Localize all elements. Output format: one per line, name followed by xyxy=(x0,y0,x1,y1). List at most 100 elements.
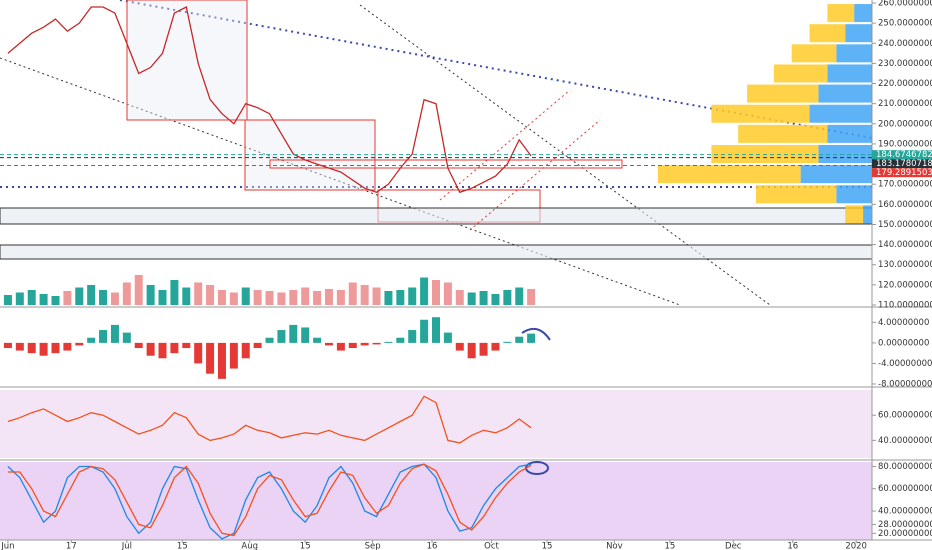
bar xyxy=(158,342,167,359)
bar xyxy=(289,324,298,343)
bar xyxy=(455,342,464,351)
y-tick-label: 190.00000000 xyxy=(878,139,932,149)
bar xyxy=(372,287,381,305)
bar xyxy=(503,341,512,343)
profile-bar xyxy=(827,124,872,143)
range-box xyxy=(0,207,873,225)
bar xyxy=(194,342,203,364)
y-tick-label: 40.00000000 xyxy=(878,507,932,517)
profile-bar xyxy=(800,165,872,184)
price-label: 183.17807182 xyxy=(876,159,932,169)
bar xyxy=(420,319,429,343)
profile-bar xyxy=(854,4,872,23)
bar xyxy=(51,342,60,354)
bar xyxy=(3,295,12,305)
bar xyxy=(217,342,226,379)
bar xyxy=(63,291,72,305)
bar xyxy=(289,290,298,305)
zone-box xyxy=(126,0,248,121)
bar xyxy=(396,290,405,305)
y-tick-label: -8.00000000 xyxy=(878,379,932,389)
bar xyxy=(313,337,322,343)
y-tick-label: 210.00000000 xyxy=(878,99,932,109)
profile-bar xyxy=(818,84,872,103)
bar xyxy=(122,282,131,305)
y-tick-label: -4.00000000 xyxy=(878,359,932,369)
x-tick-label: Nov xyxy=(606,542,623,550)
profile-bar xyxy=(791,44,837,63)
price-label: 184.67467823 xyxy=(876,150,932,160)
profile-bar xyxy=(657,165,801,184)
profile-bar xyxy=(827,64,872,83)
x-tick-label: Oct xyxy=(484,542,499,550)
x-tick-label: 15 xyxy=(177,542,188,550)
profile-bar xyxy=(818,145,872,163)
bar xyxy=(87,285,96,305)
profile-bar xyxy=(756,185,837,204)
profile-bar xyxy=(836,44,872,63)
rsi-background xyxy=(0,390,872,458)
bar xyxy=(336,342,345,351)
price-label-bg xyxy=(872,168,932,178)
x-tick-label: 15 xyxy=(542,542,553,550)
y-tick-label: 0.00000000 xyxy=(878,338,929,348)
profile-bar xyxy=(863,205,872,224)
bar xyxy=(372,342,381,345)
y-tick-label: 110.00000000 xyxy=(878,301,932,311)
x-tick-label: Dec xyxy=(725,542,742,550)
stoch-background xyxy=(0,462,872,540)
bar xyxy=(348,342,357,349)
y-tick-label: 40.00000000 xyxy=(878,436,932,446)
bar xyxy=(396,337,405,343)
y-tick-label: 200.00000000 xyxy=(878,119,932,129)
bar xyxy=(277,330,286,343)
bar xyxy=(324,342,333,346)
bar xyxy=(408,287,417,305)
bar xyxy=(87,337,96,343)
profile-bar xyxy=(747,84,819,103)
bar xyxy=(479,291,488,305)
bar xyxy=(99,290,108,305)
bar xyxy=(491,342,500,351)
bar xyxy=(432,317,440,343)
bar xyxy=(217,290,226,305)
profile-bar xyxy=(773,64,828,83)
x-tick-label: Jun xyxy=(0,542,14,550)
channel-line xyxy=(439,89,571,201)
bar xyxy=(432,280,440,305)
line xyxy=(7,6,532,194)
y-tick-label: 130.00000000 xyxy=(878,260,932,270)
bar xyxy=(206,342,215,374)
bar xyxy=(467,342,476,359)
bar xyxy=(443,332,452,343)
profile-bar xyxy=(809,104,872,123)
bar xyxy=(527,289,536,305)
bar xyxy=(27,290,36,305)
bar xyxy=(3,342,12,349)
bar xyxy=(313,291,322,305)
x-tick-label: Sep xyxy=(365,542,381,550)
bar xyxy=(443,282,452,305)
y-tick-label: 60.00000000 xyxy=(878,411,932,421)
bar xyxy=(420,277,429,305)
bar xyxy=(301,287,310,305)
y-tick-label: 220.00000000 xyxy=(878,79,932,89)
y-tick-label: 4.00000000 xyxy=(878,318,929,328)
profile-bar xyxy=(809,24,846,43)
bar xyxy=(39,342,48,356)
bar xyxy=(170,342,179,354)
bar xyxy=(229,292,238,305)
bar xyxy=(384,341,393,343)
x-tick-label: 15 xyxy=(664,542,675,550)
bar xyxy=(134,342,143,349)
line xyxy=(7,395,532,444)
bar xyxy=(241,342,250,359)
bar xyxy=(229,342,238,369)
bar xyxy=(265,291,274,305)
bar xyxy=(146,285,155,305)
y-tick-label: 120.00000000 xyxy=(878,280,932,290)
bar xyxy=(515,336,524,343)
y-tick-label: 150.00000000 xyxy=(878,220,932,230)
bar xyxy=(182,342,191,349)
